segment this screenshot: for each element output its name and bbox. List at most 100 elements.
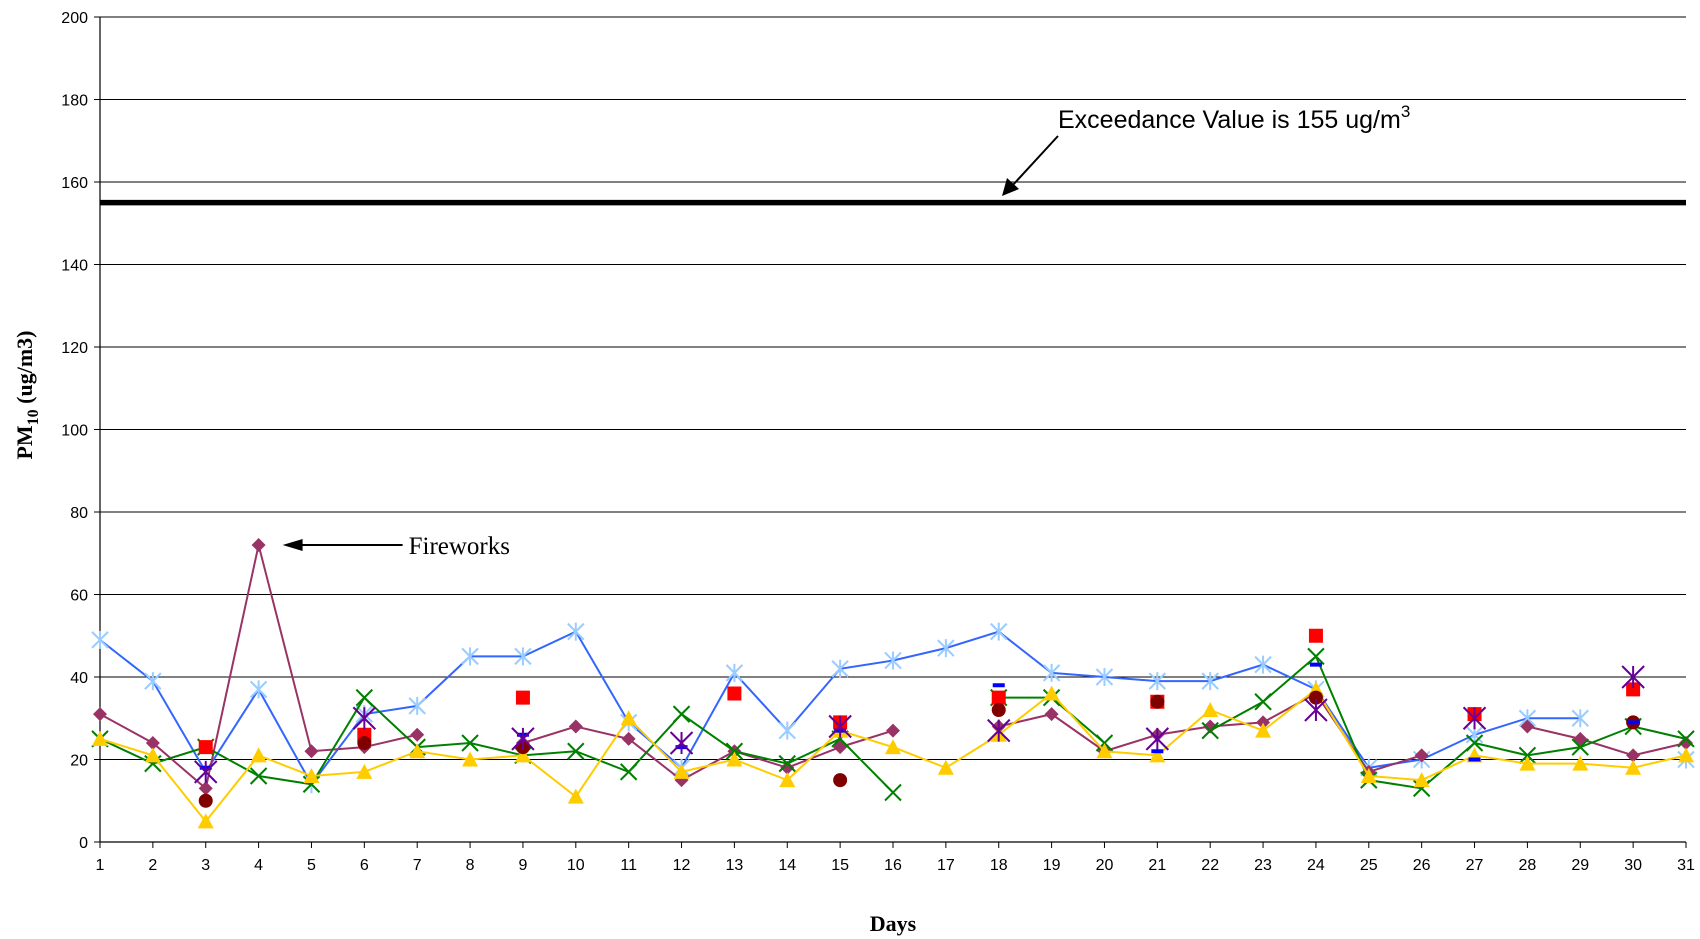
y-axis-title-unit: (ug/m3) [12, 330, 37, 409]
x-tick-label-4: 4 [254, 857, 263, 874]
x-tick-label-2: 2 [148, 857, 157, 874]
x-tick-label-20: 20 [1096, 857, 1114, 874]
series-6-point-18 [992, 703, 1006, 717]
y-tick-label-200: 200 [61, 10, 88, 27]
x-tick-label-14: 14 [778, 857, 796, 874]
series-1-point-18 [991, 623, 1007, 641]
series-6-point-3 [199, 794, 213, 808]
series-3-point-16 [885, 785, 901, 801]
threshold-label-text: Exceedance Value is 155 ug/m [1058, 106, 1401, 134]
series-3-line [100, 698, 893, 793]
series-8-point-6 [353, 707, 375, 729]
series-1-point-10 [568, 623, 584, 641]
x-tick-label-7: 7 [413, 857, 422, 874]
series-1-point-4 [251, 680, 267, 698]
x-tick-label-18: 18 [990, 857, 1008, 874]
series-7-point-18 [993, 683, 1005, 687]
y-axis-title-main: PM [12, 425, 37, 459]
x-tick-label-10: 10 [567, 857, 585, 874]
series-4-point-4 [251, 747, 267, 762]
series-3-point-23 [1255, 694, 1271, 710]
x-tick-label-13: 13 [726, 857, 744, 874]
series-2-point-4 [252, 538, 266, 552]
y-tick-label-60: 60 [70, 588, 88, 605]
x-tick-label-3: 3 [201, 857, 210, 874]
series-5-point-13 [727, 687, 741, 701]
x-tick-label-16: 16 [884, 857, 902, 874]
x-tick-label-5: 5 [307, 857, 316, 874]
series-1-point-17 [938, 639, 954, 657]
series-group [92, 538, 1694, 828]
series-4-point-17 [938, 760, 954, 775]
series-2-point-7 [410, 728, 424, 742]
y-tick-label-40: 40 [70, 670, 88, 687]
series-5-point-3 [199, 740, 213, 754]
series-5-point-18 [992, 691, 1006, 705]
x-tick-label-9: 9 [518, 857, 527, 874]
annotation-arrowhead-1 [283, 539, 303, 551]
x-axis: 1 2 3 4 5 6 7 8 9 10 11 12 13 14 15 16 17 18 19 20 21 22 23 24 2… [96, 842, 1695, 874]
x-tick-label-27: 27 [1466, 857, 1484, 874]
y-tick-label-180: 180 [61, 93, 88, 110]
x-axis-title: Days [870, 911, 917, 936]
x-tick-label-23: 23 [1254, 857, 1272, 874]
series-1-line [100, 632, 1580, 785]
threshold-label-superscript: 3 [1401, 102, 1410, 121]
threshold-group [100, 136, 1686, 203]
x-tick-label-26: 26 [1413, 857, 1431, 874]
x-tick-label-29: 29 [1571, 857, 1589, 874]
y-tick-label-0: 0 [79, 835, 88, 852]
series-8-point-24 [1305, 699, 1327, 721]
y-axis-title-subscript: 10 [25, 409, 42, 425]
x-tick-label-31: 31 [1677, 857, 1695, 874]
x-tick-label-22: 22 [1201, 857, 1219, 874]
gridlines [100, 17, 1686, 760]
series-8-point-3 [195, 761, 217, 783]
x-tick-label-24: 24 [1307, 857, 1325, 874]
series-2-point-1 [93, 707, 107, 721]
y-tick-label-120: 120 [61, 340, 88, 357]
series-1-point-2 [145, 672, 161, 690]
y-tick-label-20: 20 [70, 753, 88, 770]
series-5-point-24 [1309, 629, 1323, 643]
x-tick-label-19: 19 [1043, 857, 1061, 874]
series-7-point-27 [1469, 758, 1481, 762]
y-tick-label-160: 160 [61, 175, 88, 192]
series-6-point-21 [1150, 695, 1164, 709]
series-1-point-14 [779, 722, 795, 740]
annotation-label-1: Fireworks [409, 533, 510, 560]
series-7-point-24 [1310, 663, 1322, 667]
series-8-point-21 [1146, 728, 1168, 750]
x-tick-label-1: 1 [96, 857, 105, 874]
x-tick-label-11: 11 [620, 857, 637, 874]
series-4-point-16 [885, 739, 901, 754]
series-1-point-1 [92, 631, 108, 649]
x-tick-label-25: 25 [1360, 857, 1378, 874]
series-4-point-23 [1255, 723, 1271, 738]
y-tick-label-100: 100 [61, 423, 88, 440]
y-tick-label-140: 140 [61, 258, 88, 275]
series-8-point-12 [671, 732, 693, 754]
series-3-point-11 [621, 764, 637, 780]
series-4-point-10 [568, 789, 584, 804]
x-tick-label-21: 21 [1148, 857, 1166, 874]
x-tick-label-8: 8 [466, 857, 475, 874]
series-8-point-27 [1464, 707, 1486, 729]
x-tick-label-17: 17 [937, 857, 955, 874]
series-4-point-7 [409, 743, 425, 758]
x-tick-label-12: 12 [673, 857, 691, 874]
series-3-point-12 [674, 706, 690, 722]
x-tick-label-28: 28 [1519, 857, 1537, 874]
y-axis: 020406080100120140160180200 [61, 10, 100, 852]
series-2-point-29 [1573, 732, 1587, 746]
series-4-point-2 [145, 747, 161, 762]
series-8-point-9 [512, 728, 534, 750]
series-2-point-19 [1045, 707, 1059, 721]
series-3-point-6 [356, 690, 372, 706]
series-1-point-23 [1255, 656, 1271, 674]
series-6-point-6 [357, 736, 371, 750]
series-8-point-15 [829, 716, 851, 738]
series-2-point-16 [886, 724, 900, 738]
series-2-point-28 [1520, 720, 1534, 734]
x-tick-label-15: 15 [831, 857, 849, 874]
